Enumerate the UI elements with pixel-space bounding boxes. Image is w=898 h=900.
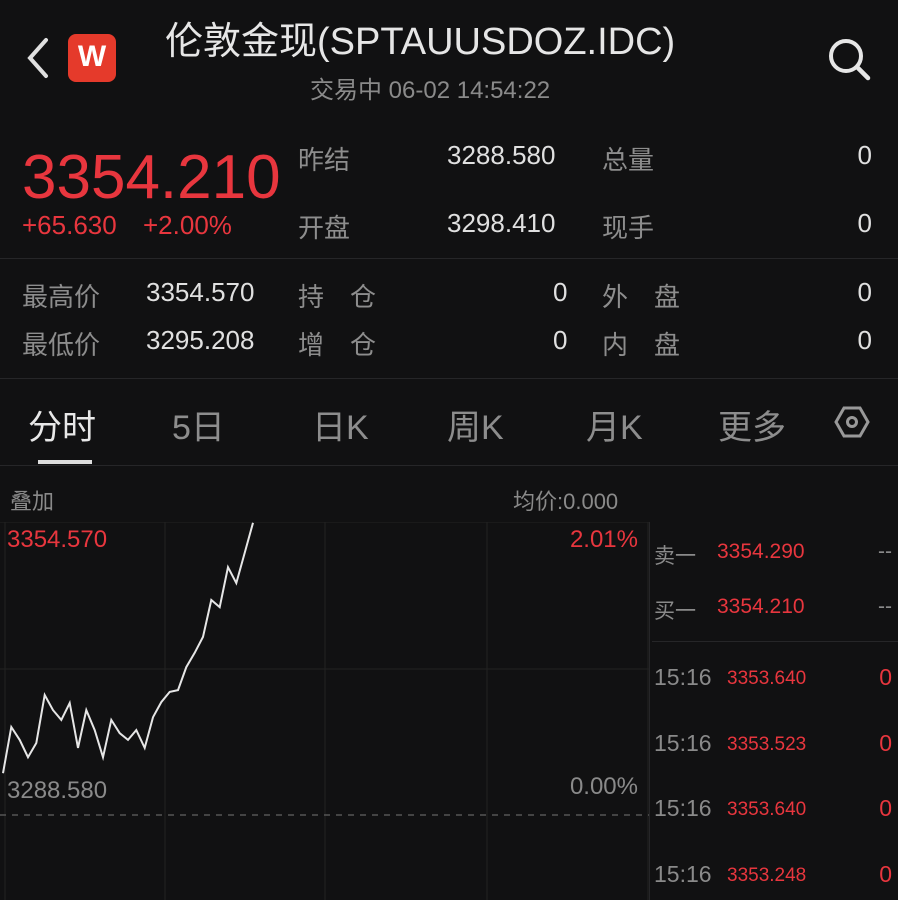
price-change: +65.630 (22, 210, 117, 240)
chart-settings-button[interactable] (834, 404, 870, 445)
prev-settle-label: 昨结 (298, 145, 351, 175)
oi-change-value: 0 (553, 325, 568, 355)
trade-price: 3353.248 (727, 864, 807, 886)
intraday-chart (0, 522, 650, 900)
trade-price: 3353.640 (727, 799, 807, 820)
trade-qty: 0 (879, 860, 892, 887)
bid-price: 3354.210 (717, 595, 805, 618)
ask-label: 卖一 (654, 545, 696, 568)
chevron-left-icon (27, 38, 48, 78)
oi-change-label: 增 仓 (298, 330, 377, 360)
divider (0, 258, 898, 259)
last-volume-label: 现手 (602, 213, 655, 243)
volume-label: 总量 (602, 145, 655, 175)
average-price: 均价:0.000 (513, 489, 619, 514)
tab-weekly-k[interactable]: 周K (447, 409, 504, 447)
overlay-button[interactable]: 叠加 (10, 489, 55, 514)
prev-settle-value: 3288.580 (447, 140, 556, 170)
active-tab-indicator (38, 460, 92, 464)
page-title: 伦敦金现(SPTAUUSDOZ.IDC) (165, 21, 676, 63)
trade-time: 15:16 (654, 860, 712, 887)
last-volume-value: 0 (857, 208, 872, 238)
open-interest-label: 持 仓 (298, 282, 377, 312)
divider (0, 465, 898, 466)
open-value: 3298.410 (447, 208, 556, 238)
y-top-label: 3354.570 (7, 526, 108, 553)
trade-price: 3353.523 (727, 733, 807, 755)
current-price: 3354.210 (22, 143, 281, 212)
low-value: 3295.208 (146, 325, 255, 355)
divider (652, 641, 898, 642)
open-label: 开盘 (298, 213, 351, 243)
bid-qty: -- (878, 595, 892, 618)
app-logo: W (68, 34, 116, 82)
trade-price: 3353.640 (727, 668, 807, 689)
ask-price: 3354.290 (717, 540, 805, 563)
ask-qty: -- (878, 540, 892, 563)
divider (0, 378, 898, 379)
trade-qty: 0 (879, 664, 892, 690)
tab-intraday[interactable]: 分时 (28, 409, 96, 447)
outer-label: 外 盘 (602, 282, 681, 312)
tab-daily-k[interactable]: 日K (312, 409, 369, 447)
tab-5day[interactable]: 5日 (172, 409, 225, 447)
high-label: 最高价 (22, 282, 101, 312)
price-change-pct: +2.00% (143, 210, 232, 240)
trade-qty: 0 (879, 795, 892, 821)
y-bottom-label: 3288.580 (7, 777, 108, 804)
inner-value: 0 (857, 325, 872, 355)
side-panel-border (649, 522, 650, 900)
pct-top-label: 2.01% (569, 526, 638, 553)
pct-bottom-label: 0.00% (569, 773, 638, 800)
back-button[interactable] (22, 36, 56, 80)
tab-more[interactable]: 更多 (718, 409, 786, 447)
trade-time: 15:16 (654, 795, 712, 821)
high-value: 3354.570 (146, 277, 255, 307)
trading-status: 交易中 06-02 14:54:22 (310, 77, 551, 104)
trade-time: 15:16 (654, 664, 712, 690)
tab-monthly-k[interactable]: 月K (586, 409, 643, 447)
low-label: 最低价 (22, 330, 101, 360)
outer-value: 0 (857, 277, 872, 307)
open-interest-value: 0 (553, 277, 568, 307)
search-icon (829, 39, 871, 81)
price-line (2, 522, 254, 774)
search-button[interactable] (826, 36, 872, 82)
trade-time: 15:16 (654, 729, 712, 756)
inner-label: 内 盘 (602, 330, 681, 360)
volume-value: 0 (857, 140, 872, 170)
trade-qty: 0 (879, 729, 892, 756)
hexagon-settings-icon (834, 406, 870, 438)
bid-label: 买一 (654, 600, 696, 623)
